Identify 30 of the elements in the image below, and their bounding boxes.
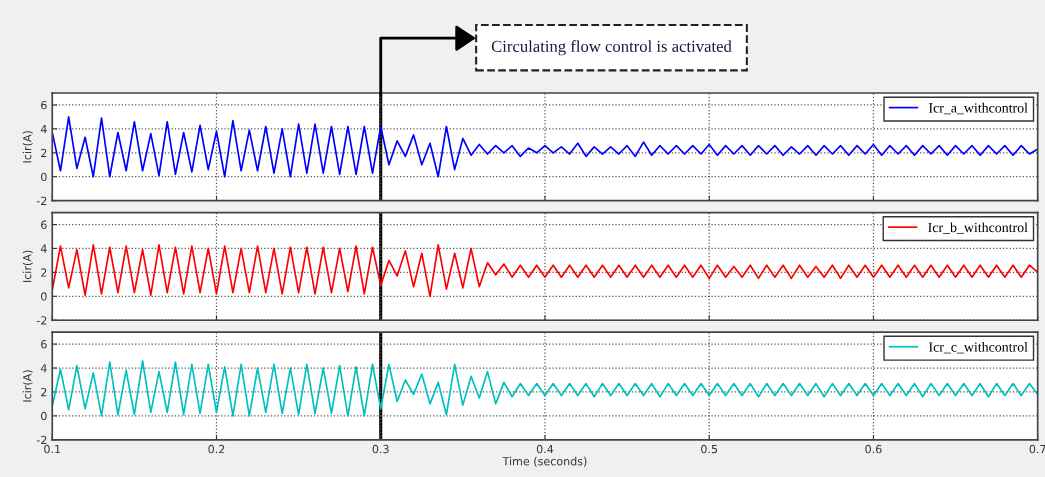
y-axis-title: Icir(A)	[22, 250, 33, 282]
y-tick-label: 2	[41, 268, 47, 277]
y-tick-label: 2	[41, 387, 47, 397]
y-tick-label: -2	[36, 435, 47, 445]
x-tick-label: 0.2	[208, 444, 225, 454]
y-axis-title: Icir(A)	[22, 131, 33, 163]
legend-label: Icr_b_withcontrol	[928, 222, 1028, 234]
y-tick-label: 4	[40, 244, 47, 253]
y-tick-label: 6	[41, 100, 47, 110]
x-tick-label: 0.7	[1029, 444, 1045, 454]
y-tick-label: 4	[40, 125, 47, 134]
y-axis-title: Icir(A)	[22, 370, 33, 402]
y-tick-label: 6	[41, 340, 47, 349]
x-tick-label: 0.4	[536, 444, 554, 454]
text: Circulating flow control is activated	[491, 40, 732, 56]
y-tick-label: -2	[36, 196, 47, 205]
legend-label: Icr_a_withcontrol	[928, 102, 1028, 115]
x-tick-label: 0.1	[44, 444, 61, 454]
x-tick-label: 0.3	[372, 444, 389, 454]
legend-label: Icr_c_withcontrol	[928, 341, 1028, 354]
y-tick-label: 0	[41, 411, 47, 421]
x-tick-label: 0.6	[865, 444, 882, 454]
y-tick-label: 0	[41, 172, 47, 182]
y-tick-label: 2	[41, 148, 47, 158]
x-axis-title: Time (seconds)	[502, 456, 587, 467]
y-tick-label: 4	[40, 364, 47, 373]
y-tick-label: -2	[36, 316, 47, 325]
x-tick-label: 0.5	[701, 444, 718, 454]
y-tick-label: 0	[41, 292, 47, 301]
y-tick-label: 6	[41, 220, 47, 229]
